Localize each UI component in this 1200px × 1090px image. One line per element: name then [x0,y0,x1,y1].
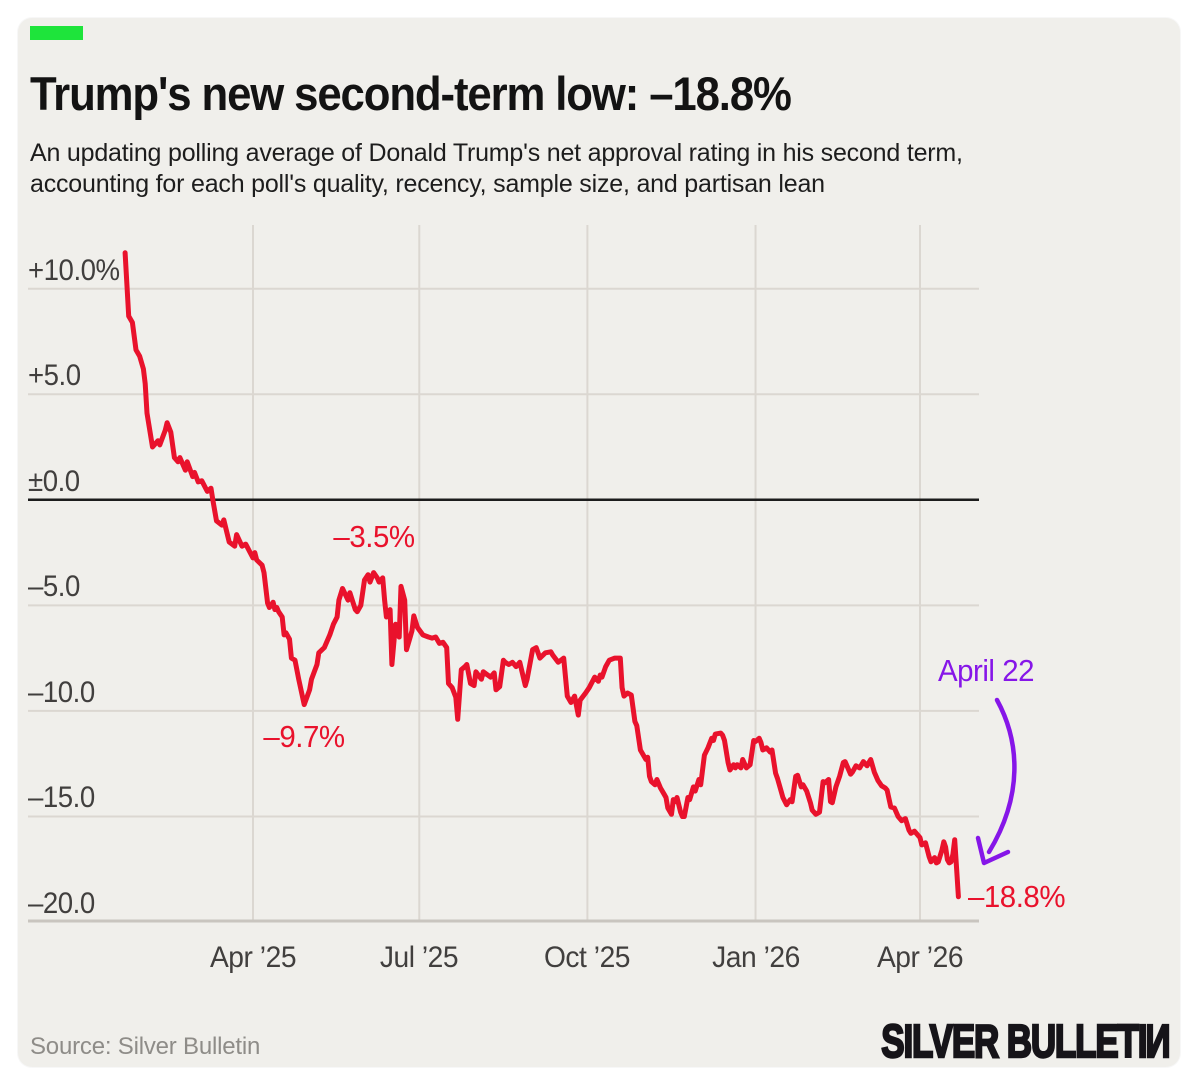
y-tick-label: +10.0% [28,253,120,287]
y-tick-label: –5.0 [28,570,80,604]
logo-text: SILVER BULLETI [880,1014,1148,1068]
x-tick-label: Oct ’25 [544,941,631,974]
x-tick-label: Jan ’26 [711,941,800,974]
x-tick-label: Apr ’25 [209,941,297,974]
logo-mirrored-n: N [1145,1014,1171,1068]
green-accent-bar [30,26,83,40]
y-tick-label: –10.0 [28,675,95,709]
y-tick-label: +5.0 [28,359,81,393]
x-tick-label: Jul ’25 [380,941,459,974]
source-credit: Source: Silver Bulletin [30,1033,261,1060]
page-title: Trump's new second-term low: –18.8% [30,67,792,120]
annotation-latest-date: April 22 [937,652,1035,688]
x-tick-label: Apr ’26 [876,941,964,974]
y-tick-label: ±0.0 [28,464,80,498]
net-approval-line [122,250,961,900]
silver-bulletin-logo: SILVER BULLETIN [880,1014,1171,1068]
y-tick-label: –20.0 [28,887,95,920]
annotation-peak-mid-2025: –3.5% [333,518,415,554]
annotation-latest-value: –18.8% [968,878,1066,914]
annotation-dip-april-2025: –9.7% [263,718,346,754]
chart-subtitle: An updating polling average of Donald Tr… [30,139,963,198]
chart-card [18,18,1180,1067]
y-tick-label: –15.0 [28,781,95,815]
april-22-arrowhead [975,835,1011,866]
april-22-arrow [986,697,1017,855]
